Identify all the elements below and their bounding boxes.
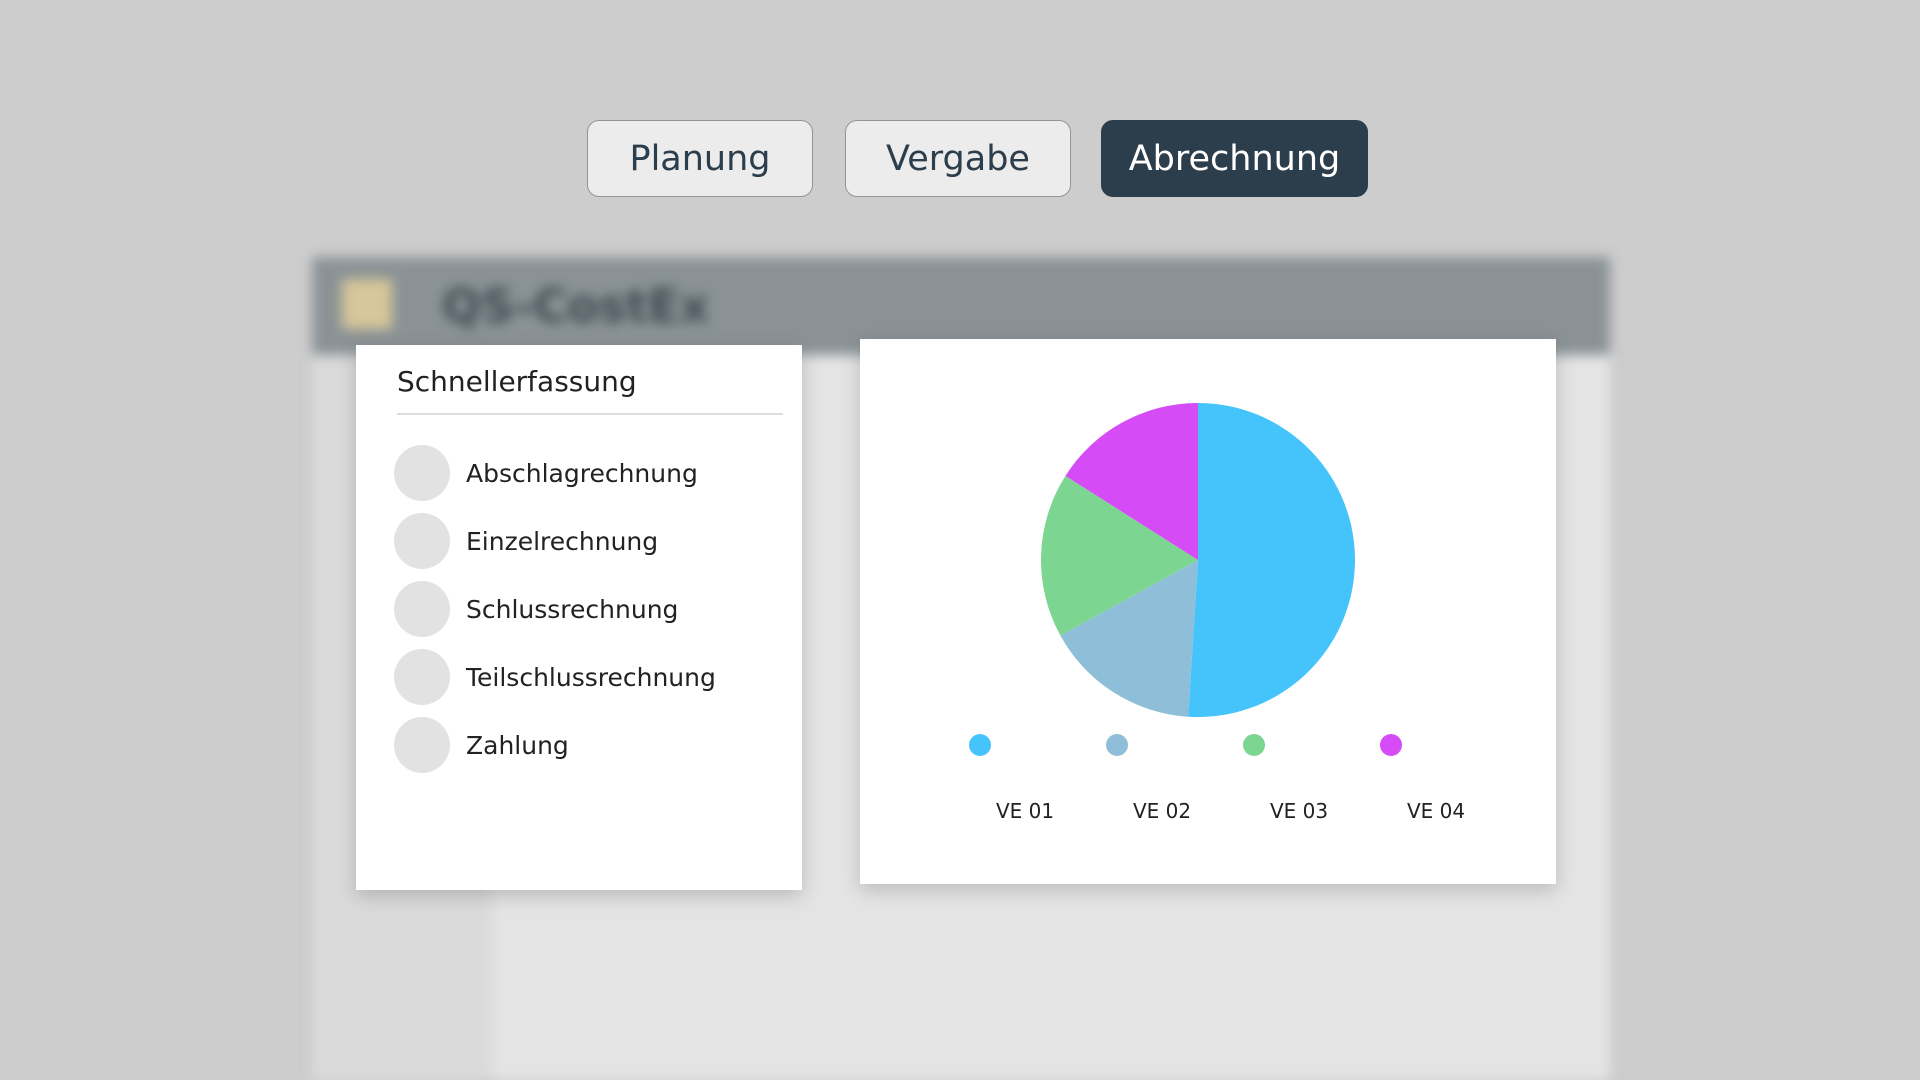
app-logo [342, 279, 392, 329]
tab-button[interactable]: Planung [587, 120, 813, 197]
item-label: Einzelrechnung [466, 526, 659, 556]
chart: VE 01 VE 02 VE 03 VE 04 [969, 403, 1465, 823]
item-icon [394, 513, 450, 569]
app-title: QS-CostEx [442, 279, 710, 333]
item-label: Teilschlussrechnung [466, 662, 716, 692]
legend-marker [1243, 734, 1265, 756]
pie-slice [1041, 475, 1198, 636]
pie-slice [1065, 403, 1198, 560]
window-header: QS-CostEx [312, 257, 1610, 355]
list-item[interactable]: Teilschlussrechnung [394, 649, 716, 705]
list-item[interactable]: Einzelrechnung [394, 513, 658, 569]
legend-marker [1106, 734, 1128, 756]
quick-entry-panel: Schnellerfassung Abschlagrechnung Einzel… [356, 345, 802, 890]
legend-label: VE 04 [1407, 799, 1465, 823]
panel-title: Schnellerfassung [397, 365, 637, 398]
tab-button[interactable]: Abrechnung [1101, 120, 1368, 197]
legend-label: VE 01 [996, 799, 1054, 823]
legend-marker [1380, 734, 1402, 756]
item-label: Abschlagrechnung [466, 458, 698, 488]
item-label: Schlussrechnung [466, 594, 679, 624]
item-icon [394, 649, 450, 705]
list-item[interactable]: Schlussrechnung [394, 581, 678, 637]
pie-slice [1060, 560, 1198, 717]
item-icon [394, 717, 450, 773]
list-item[interactable]: Abschlagrechnung [394, 445, 698, 501]
list-item[interactable]: Zahlung [394, 717, 569, 773]
pie-slice [1188, 403, 1356, 717]
tab-button[interactable]: Vergabe [845, 120, 1071, 197]
item-icon [394, 581, 450, 637]
legend-marker [969, 734, 991, 756]
legend-label: VE 03 [1270, 799, 1328, 823]
divider [397, 413, 783, 415]
item-icon [394, 445, 450, 501]
item-label: Zahlung [466, 730, 569, 760]
chart-panel: VE 01 VE 02 VE 03 VE 04 [860, 339, 1556, 884]
legend-label: VE 02 [1133, 799, 1191, 823]
